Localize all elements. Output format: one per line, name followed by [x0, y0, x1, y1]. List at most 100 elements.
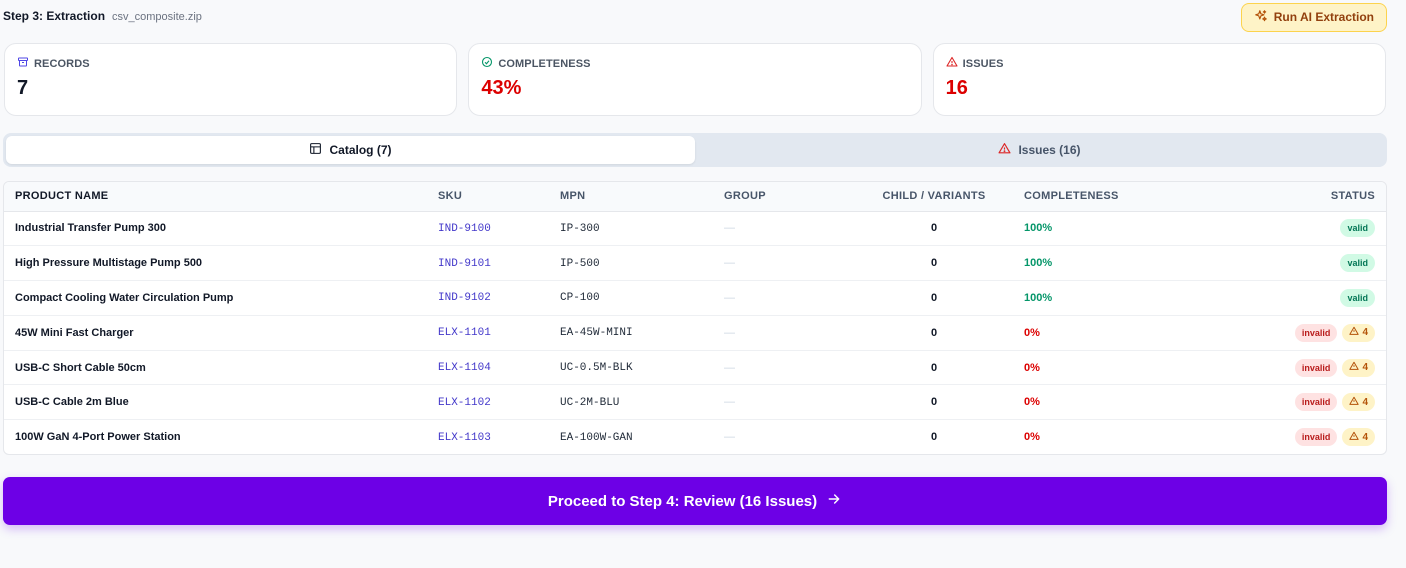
- sku-link[interactable]: IND-9101: [438, 257, 491, 270]
- group-value: —: [724, 326, 735, 339]
- child-variants-count: 0: [930, 222, 938, 235]
- status-cell: invalid 4: [1294, 323, 1375, 342]
- sku-link[interactable]: ELX-1101: [438, 327, 491, 340]
- records-value: 7: [17, 77, 29, 99]
- issue-count-badge[interactable]: 4: [1342, 393, 1375, 412]
- issue-count: 4: [1362, 327, 1368, 339]
- sku-link[interactable]: ELX-1103: [438, 431, 491, 444]
- sku-link[interactable]: IND-9100: [438, 222, 491, 235]
- column-header-child-variants[interactable]: CHILD / VARIANTS: [844, 182, 1024, 212]
- table-row[interactable]: USB-C Short Cable 50cm ELX-1104 UC-0.5M-BL…: [4, 350, 1386, 385]
- completeness-value: 0%: [1024, 361, 1040, 374]
- check-circle-icon: [481, 56, 493, 71]
- table-row[interactable]: Industrial Transfer Pump 300 IND-9100 IP-3…: [4, 211, 1386, 246]
- column-header-completeness[interactable]: COMPLETENESS: [1024, 182, 1224, 212]
- status-cell: valid: [1340, 219, 1375, 238]
- product-name: 45W Mini Fast Charger: [15, 326, 134, 339]
- column-header-mpn[interactable]: MPN: [560, 182, 724, 212]
- child-variants-count: 0: [930, 291, 938, 304]
- status-cell: invalid 4: [1294, 393, 1375, 412]
- child-variants-count: 0: [930, 361, 938, 374]
- mpn-value: EA-45W-MINI: [560, 327, 633, 340]
- status-badge: valid: [1340, 288, 1375, 307]
- column-header-group[interactable]: GROUP: [724, 182, 844, 212]
- status-badge: invalid: [1294, 428, 1338, 447]
- issue-count-badge[interactable]: 4: [1342, 323, 1375, 342]
- issues-card: ISSUES 16: [932, 43, 1386, 116]
- status-badge: valid: [1340, 219, 1375, 238]
- issue-count: 4: [1362, 362, 1368, 374]
- completeness-value: 0%: [1024, 396, 1040, 409]
- completeness-card: COMPLETENESS 43%: [468, 43, 922, 116]
- status-badge: valid: [1340, 254, 1375, 273]
- mpn-value: UC-2M-BLU: [560, 396, 620, 409]
- table-body: Industrial Transfer Pump 300 IND-9100 IP-3…: [4, 211, 1386, 454]
- column-header-product-name[interactable]: PRODUCT NAME: [4, 182, 438, 212]
- group-value: —: [724, 396, 735, 409]
- sku-link[interactable]: ELX-1104: [438, 362, 491, 375]
- header-title-group: Step 3: Extraction csv_composite.zip: [3, 9, 202, 23]
- warning-triangle-icon: [1349, 361, 1360, 374]
- mpn-value: IP-500: [560, 257, 600, 270]
- catalog-table: PRODUCT NAME SKU MPN GROUP CHILD / VARIA…: [4, 182, 1386, 454]
- warning-triangle-icon: [1349, 431, 1360, 444]
- child-variants-count: 0: [930, 431, 938, 444]
- status-badge: invalid: [1294, 358, 1338, 377]
- proceed-to-review-button[interactable]: Proceed to Step 4: Review (16 Issues): [3, 477, 1387, 525]
- box-icon: [17, 56, 29, 71]
- mpn-value: UC-0.5M-BLK: [560, 362, 633, 375]
- table-row[interactable]: 100W GaN 4-Port Power Station ELX-1103 EA-…: [4, 420, 1386, 454]
- group-value: —: [724, 431, 735, 444]
- warning-triangle-icon: [998, 142, 1011, 158]
- group-value: —: [724, 291, 735, 304]
- product-name: 100W GaN 4-Port Power Station: [15, 431, 181, 444]
- catalog-table-container: PRODUCT NAME SKU MPN GROUP CHILD / VARIA…: [3, 181, 1387, 455]
- issue-count-badge[interactable]: 4: [1342, 358, 1375, 377]
- issues-label: ISSUES: [962, 57, 1004, 70]
- warning-triangle-icon: [1349, 396, 1360, 409]
- table-row[interactable]: USB-C Cable 2m Blue ELX-1102 UC-2M-BLU — 0 0%…: [4, 385, 1386, 420]
- page-header: Step 3: Extraction csv_composite.zip Run…: [3, 2, 1387, 32]
- status-cell: valid: [1340, 288, 1375, 307]
- table-row[interactable]: 45W Mini Fast Charger ELX-1101 EA-45W-MINI…: [4, 315, 1386, 351]
- product-name: USB-C Cable 2m Blue: [15, 396, 129, 409]
- completeness-label: COMPLETENESS: [498, 57, 591, 70]
- issue-count: 4: [1362, 431, 1368, 443]
- column-header-sku[interactable]: SKU: [438, 182, 560, 212]
- completeness-value: 0%: [1024, 431, 1040, 444]
- issues-label-row: ISSUES: [946, 56, 1373, 71]
- completeness-value: 100%: [1024, 291, 1053, 304]
- warning-triangle-icon: [1349, 326, 1360, 339]
- issues-value: 16: [945, 77, 968, 99]
- product-name: Industrial Transfer Pump 300: [15, 222, 166, 235]
- view-tabs: Catalog (7) Issues (16): [3, 133, 1387, 167]
- completeness-value: 100%: [1024, 257, 1053, 270]
- table-icon: [309, 142, 322, 158]
- sku-link[interactable]: IND-9102: [438, 292, 491, 305]
- product-name: Compact Cooling Water Circulation Pump: [15, 291, 234, 304]
- completeness-value: 100%: [1024, 222, 1053, 235]
- tab-catalog[interactable]: Catalog (7): [6, 136, 695, 164]
- run-ai-extraction-button[interactable]: Run AI Extraction: [1240, 2, 1387, 32]
- tab-issues[interactable]: Issues (16): [695, 136, 1384, 164]
- issue-count: 4: [1362, 396, 1368, 408]
- file-name: csv_composite.zip: [112, 11, 202, 23]
- sku-link[interactable]: ELX-1102: [438, 396, 491, 409]
- table-row[interactable]: Compact Cooling Water Circulation Pump IN…: [4, 281, 1386, 316]
- group-value: —: [724, 222, 735, 235]
- child-variants-count: 0: [930, 257, 938, 270]
- column-header-status[interactable]: STATUS: [1224, 182, 1386, 212]
- records-label: RECORDS: [34, 57, 90, 70]
- status-cell: invalid 4: [1294, 358, 1375, 377]
- run-ai-extraction-label: Run AI Extraction: [1273, 10, 1374, 24]
- warning-triangle-icon: [946, 56, 958, 71]
- issue-count-badge[interactable]: 4: [1342, 428, 1375, 447]
- table-row[interactable]: High Pressure Multistage Pump 500 IND-910…: [4, 246, 1386, 281]
- records-label-row: RECORDS: [17, 56, 444, 71]
- status-badge: invalid: [1294, 393, 1338, 412]
- status-badge: invalid: [1294, 323, 1338, 342]
- tab-issues-label: Issues (16): [1018, 143, 1081, 157]
- status-cell: valid: [1340, 254, 1375, 273]
- child-variants-count: 0: [930, 326, 938, 339]
